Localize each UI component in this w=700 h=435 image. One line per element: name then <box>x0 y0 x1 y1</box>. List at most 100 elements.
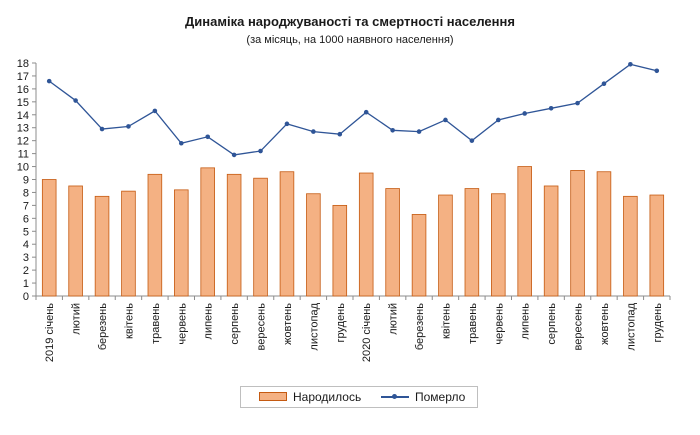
point-deaths <box>337 131 343 137</box>
y-tick-label: 9 <box>23 175 29 187</box>
x-tick-label: травень <box>467 303 479 344</box>
bar-births <box>41 179 57 297</box>
legend-swatch-births <box>259 392 287 401</box>
bar-births <box>464 188 480 297</box>
bar-births <box>358 172 374 297</box>
bar-births <box>226 173 242 297</box>
point-deaths <box>46 78 52 84</box>
line-deaths <box>48 63 657 156</box>
x-tick-label: серпень <box>229 303 241 345</box>
point-deaths <box>178 140 184 146</box>
chart-title: Динаміка народжуваності та смертності на… <box>185 14 515 29</box>
x-tick-label: вересень <box>573 303 585 351</box>
x-tick-label: листопад <box>308 302 320 350</box>
x-tick-label: квітень <box>440 303 452 339</box>
x-tick-label: березень <box>414 303 426 350</box>
y-tick-label: 18 <box>17 58 29 70</box>
bar-births <box>517 166 532 297</box>
point-deaths <box>495 117 501 123</box>
x-tick-label: серпень <box>546 303 558 345</box>
y-tick-label: 12 <box>17 136 29 148</box>
y-tick-label: 10 <box>17 162 29 174</box>
y-tick-label: 7 <box>23 200 29 212</box>
point-deaths <box>654 68 660 74</box>
bar-births <box>543 185 559 297</box>
bar-births <box>649 194 665 297</box>
x-tick-label: червень <box>176 303 188 345</box>
point-deaths <box>443 117 448 123</box>
y-tick-label: 2 <box>23 265 29 277</box>
legend-marker-deaths <box>392 394 397 399</box>
x-tick-label: вересень <box>256 303 268 351</box>
point-deaths <box>99 126 105 132</box>
x-tick-label: листопад <box>625 302 637 350</box>
x-tick-label: березень <box>97 303 109 350</box>
y-tick-label: 1 <box>23 278 29 290</box>
x-tick-label: квітень <box>123 303 135 339</box>
bar-births <box>174 189 189 297</box>
bar-births <box>279 171 295 297</box>
bar-births <box>94 195 110 297</box>
point-deaths <box>231 152 237 158</box>
x-tick-label: лютий <box>71 303 83 335</box>
y-tick-label: 11 <box>18 149 29 161</box>
bar-births <box>147 173 163 297</box>
point-deaths <box>628 61 633 67</box>
x-tick-label: жовтень <box>282 303 294 345</box>
bar-births <box>253 177 268 297</box>
x-tick-label: грудень <box>652 303 664 343</box>
bar-births <box>438 194 453 297</box>
legend-label-deaths: Померло <box>415 390 466 404</box>
bar-births <box>121 190 136 297</box>
bar-births <box>411 214 427 297</box>
point-deaths <box>258 148 263 154</box>
x-tick-label: липень <box>520 303 532 340</box>
point-deaths <box>416 129 422 134</box>
point-deaths <box>73 98 78 103</box>
x-tick-label: грудень <box>335 303 347 343</box>
bar-births <box>623 195 638 297</box>
bar-births <box>68 185 83 297</box>
y-tick-label: 3 <box>23 252 29 264</box>
legend-label-births: Народилось <box>293 390 362 404</box>
y-tick-label: 13 <box>17 123 29 135</box>
chart-subtitle: (за місяць, на 1000 наявного населення) <box>246 34 454 46</box>
point-deaths <box>126 124 131 129</box>
y-tick-label: 17 <box>17 71 29 83</box>
point-deaths <box>522 111 528 116</box>
x-tick-label: травень <box>150 303 162 344</box>
legend: Народилось Померло <box>240 386 478 408</box>
bar-births <box>200 167 215 297</box>
x-tick-label: 2020 січень <box>361 303 373 362</box>
bar-births <box>385 188 400 297</box>
x-tick-label: жовтень <box>599 303 611 345</box>
point-deaths <box>469 138 475 143</box>
bar-births <box>332 204 348 297</box>
point-deaths <box>363 109 369 115</box>
point-deaths <box>284 121 290 127</box>
point-deaths <box>152 108 158 114</box>
point-deaths <box>575 100 580 106</box>
y-tick-label: 16 <box>17 84 29 96</box>
x-tick-label: липень <box>203 303 215 340</box>
y-tick-label: 15 <box>17 97 29 109</box>
y-tick-label: 14 <box>17 110 29 122</box>
bar-births <box>491 193 506 297</box>
point-deaths <box>548 106 554 111</box>
x-tick-label: 2019 січень <box>44 303 56 362</box>
point-deaths <box>390 128 395 133</box>
x-tick-label: лютий <box>388 303 400 335</box>
point-deaths <box>601 81 607 87</box>
x-tick-label: червень <box>493 303 505 345</box>
bar-births <box>570 170 585 297</box>
point-deaths <box>205 134 211 140</box>
y-tick-label: 0 <box>23 291 29 303</box>
y-tick-label: 5 <box>23 226 29 238</box>
bar-births <box>596 171 612 297</box>
y-tick-label: 8 <box>23 187 29 199</box>
y-tick-label: 4 <box>23 239 29 251</box>
y-tick-label: 6 <box>23 213 29 225</box>
point-deaths <box>311 129 316 134</box>
bar-births <box>306 193 321 297</box>
